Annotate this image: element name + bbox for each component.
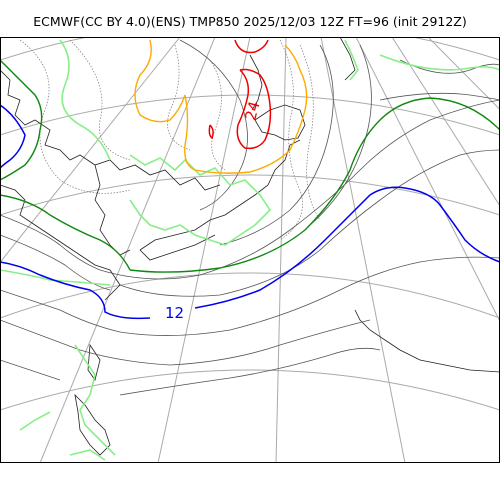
coastline-sakhalin [249, 54, 263, 111]
coastline-kamchatka [339, 37, 356, 81]
contours-gray-dotted [19, 39, 321, 241]
meridian [427, 37, 500, 111]
contour-light-green [379, 54, 500, 71]
map-svg: 12 24 [0, 37, 500, 463]
parallel [0, 369, 500, 411]
contour-dotted [279, 39, 303, 241]
graticule-meridians [0, 37, 500, 463]
meridian [157, 37, 251, 463]
contour-light-green [74, 344, 116, 456]
contour-light-green [59, 39, 111, 161]
contour-dotted [69, 39, 131, 161]
coastline-japan-honshu [139, 139, 301, 251]
contour-red [236, 68, 272, 150]
contour [179, 39, 248, 211]
contour-dark-green [0, 59, 43, 181]
coastline-hokkaido [254, 104, 306, 141]
contour [119, 347, 381, 396]
contours-red [208, 39, 272, 150]
contour-blue [0, 104, 26, 169]
meridian [275, 37, 287, 463]
meridian [355, 37, 500, 323]
contour [0, 359, 61, 381]
contour [379, 92, 500, 101]
contour-light-green [129, 199, 211, 241]
contour-red [234, 39, 269, 54]
contours-orange [134, 39, 308, 174]
contour [0, 99, 500, 280]
meridian [39, 37, 216, 463]
coastline-asia-north [0, 69, 221, 191]
map-frame: 12 24 [0, 37, 500, 463]
contour-dark-green [129, 97, 500, 273]
contour-label-12: 12 [165, 304, 184, 322]
contour [0, 256, 500, 336]
contour-label-24: 24 [241, 99, 263, 122]
coastline-philippines [74, 393, 111, 456]
coastline-japan-south [139, 234, 216, 261]
contour-blue [0, 261, 151, 320]
contour-dotted [19, 39, 131, 194]
contour-orange [134, 39, 186, 123]
coastline-taiwan [87, 343, 101, 381]
contour-light-green [0, 269, 111, 286]
meridian [320, 37, 406, 463]
contour-light-green [344, 39, 359, 81]
contour-orange [184, 44, 308, 174]
contour-light-green [19, 411, 51, 431]
contour-light-green [69, 449, 106, 461]
contour-red [208, 124, 214, 140]
contour [219, 44, 334, 246]
contour [119, 149, 500, 297]
contour-dotted [299, 44, 321, 221]
contours-blue [0, 104, 500, 320]
coastlines [0, 37, 500, 456]
contour-blue [194, 186, 500, 309]
parallel [0, 272, 500, 319]
coastline-pacific-islands [354, 309, 500, 373]
contour-dark-green [0, 194, 131, 271]
contour [309, 44, 372, 226]
coastline-china-east [0, 184, 121, 301]
contour-dotted [209, 59, 226, 171]
meridian [0, 37, 181, 264]
contour-dotted [167, 44, 191, 151]
contour [399, 59, 500, 74]
contour [0, 234, 111, 291]
coastline-korea [94, 164, 131, 256]
contours-light-green [0, 39, 500, 461]
parallel [0, 174, 500, 216]
meridian [391, 37, 500, 208]
contour [0, 319, 371, 366]
contour-light-green [129, 154, 272, 246]
contours-gray [0, 39, 500, 396]
parallel [0, 37, 500, 61]
contours-dark-green [0, 59, 500, 273]
map-title: ECMWF(CC BY 4.0)(ENS) TMP850 2025/12/03 … [33, 14, 467, 29]
